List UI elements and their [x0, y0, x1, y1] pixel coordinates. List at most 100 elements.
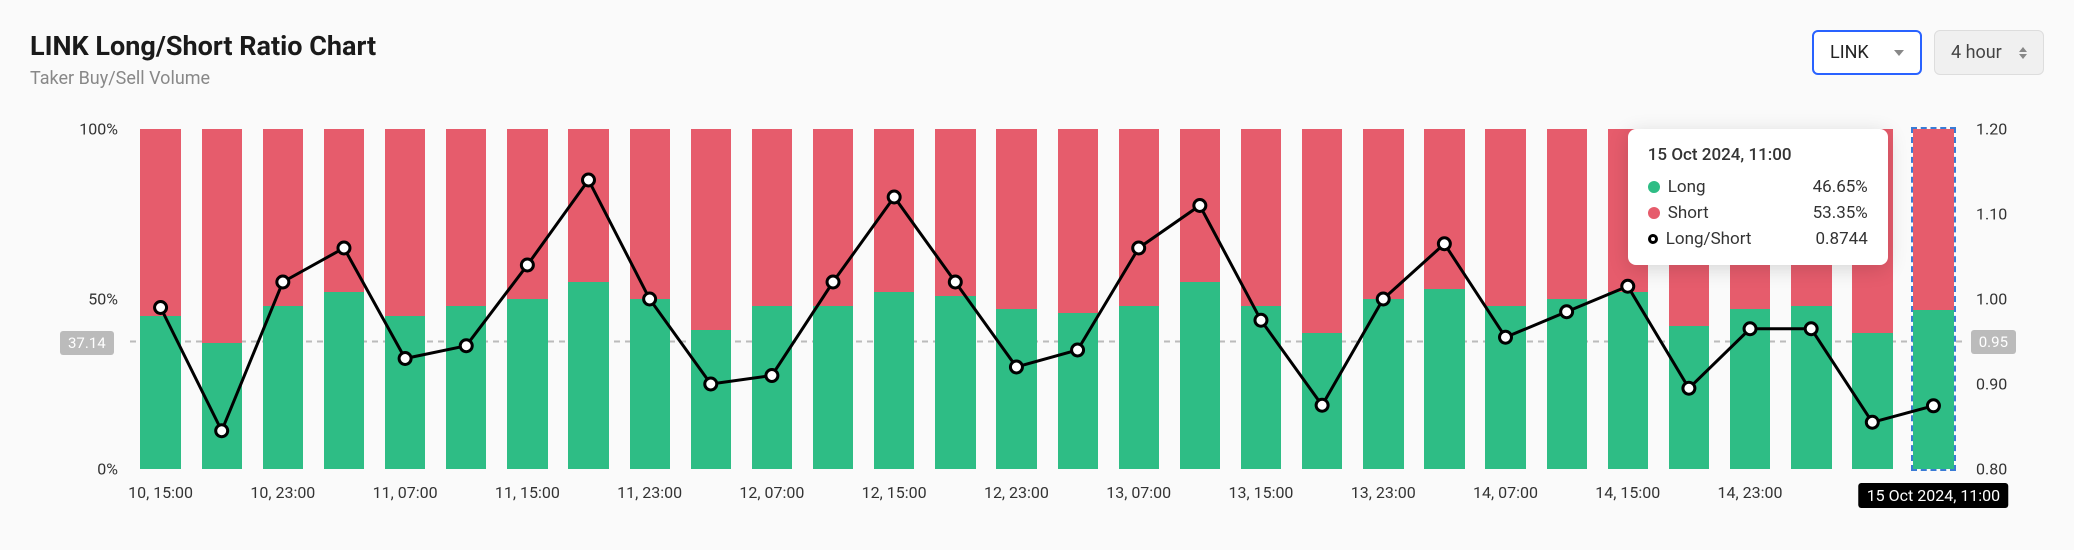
- bar-slot[interactable]: [436, 129, 497, 469]
- bar-short: [813, 129, 853, 306]
- interval-label: 4 hour: [1951, 42, 2002, 63]
- bar: [630, 129, 670, 469]
- symbol-dropdown[interactable]: LINK: [1812, 30, 1922, 75]
- bar-long: [1424, 289, 1464, 469]
- x-tick-highlight: 15 Oct 2024, 11:00: [1859, 483, 2008, 508]
- bar-long: [324, 292, 364, 469]
- bar-long: [1852, 333, 1892, 469]
- bar-slot[interactable]: [1353, 129, 1414, 469]
- bar: [1547, 129, 1587, 469]
- bar-slot[interactable]: [680, 129, 741, 469]
- x-axis: 10, 15:0010, 23:0011, 07:0011, 15:0011, …: [130, 477, 1964, 509]
- bar: [691, 129, 731, 469]
- x-tick: 14, 23:00: [1718, 483, 1783, 502]
- x-tick: 12, 15:00: [862, 483, 927, 502]
- bar-short: [1485, 129, 1525, 306]
- bar-short: [996, 129, 1036, 309]
- legend-dot: [1648, 234, 1658, 244]
- bar-short: [1180, 129, 1220, 282]
- bar-short: [630, 129, 670, 299]
- bar: [813, 129, 853, 469]
- bar-slot[interactable]: [1231, 129, 1292, 469]
- bar-long: [1669, 326, 1709, 469]
- bar-slot[interactable]: [375, 129, 436, 469]
- bar-slot[interactable]: [619, 129, 680, 469]
- bar-slot[interactable]: [1414, 129, 1475, 469]
- bar-slot[interactable]: [1108, 129, 1169, 469]
- bar-slot[interactable]: [1292, 129, 1353, 469]
- bar: [568, 129, 608, 469]
- bar-long: [935, 296, 975, 469]
- bar-long: [446, 306, 486, 469]
- bar: [1424, 129, 1464, 469]
- x-tick: 14, 07:00: [1473, 483, 1538, 502]
- bar: [1241, 129, 1281, 469]
- x-tick: 13, 23:00: [1351, 483, 1416, 502]
- bar: [874, 129, 914, 469]
- bar-short: [1363, 129, 1403, 299]
- bar-long: [630, 299, 670, 469]
- bar: [1180, 129, 1220, 469]
- bar-slot[interactable]: [1169, 129, 1230, 469]
- bar: [1302, 129, 1342, 469]
- bar-long: [1180, 282, 1220, 469]
- bar-slot[interactable]: [925, 129, 986, 469]
- bar-slot[interactable]: [741, 129, 802, 469]
- chart[interactable]: 0%50%100%37.14 0.800.901.001.101.200.95 …: [30, 129, 2044, 509]
- bar-short: [1119, 129, 1159, 306]
- bar-short: [202, 129, 242, 343]
- sort-icon: [2019, 47, 2027, 59]
- bar-slot[interactable]: [558, 129, 619, 469]
- bar-short: [1913, 129, 1953, 310]
- bar-short: [140, 129, 180, 316]
- bar-short: [324, 129, 364, 292]
- bar-long: [1791, 306, 1831, 469]
- bar-short: [446, 129, 486, 306]
- bar-slot[interactable]: [1047, 129, 1108, 469]
- bar-long: [1302, 333, 1342, 469]
- bar-long: [1363, 299, 1403, 469]
- bar: [385, 129, 425, 469]
- y-right-tick: 0.90: [1976, 375, 2007, 394]
- bar-short: [1302, 129, 1342, 333]
- bar-long: [1119, 306, 1159, 469]
- symbol-label: LINK: [1830, 42, 1869, 63]
- bar-long: [1241, 306, 1281, 469]
- bar-long: [691, 330, 731, 469]
- y-left-tick: 50%: [88, 290, 118, 309]
- bar-slot[interactable]: [252, 129, 313, 469]
- tooltip-key-label: Long/Short: [1666, 229, 1752, 249]
- bar-slot[interactable]: [313, 129, 374, 469]
- y-right-tick: 0.80: [1976, 460, 2007, 479]
- tooltip-value: 46.65%: [1813, 177, 1868, 197]
- tooltip-row: Long 46.65%: [1648, 177, 1868, 197]
- bar-short: [874, 129, 914, 292]
- bar-long: [507, 299, 547, 469]
- bar: [263, 129, 303, 469]
- bar-slot[interactable]: [1536, 129, 1597, 469]
- x-tick: 11, 23:00: [617, 483, 682, 502]
- bar-long: [1608, 292, 1648, 469]
- bar-slot[interactable]: [130, 129, 191, 469]
- bar-slot[interactable]: [986, 129, 1047, 469]
- bar-slot[interactable]: [864, 129, 925, 469]
- tooltip-key-label: Short: [1668, 203, 1709, 223]
- bar-long: [568, 282, 608, 469]
- bar: [202, 129, 242, 469]
- bar-slot[interactable]: [191, 129, 252, 469]
- y-right-tick: 1.00: [1976, 290, 2007, 309]
- interval-dropdown[interactable]: 4 hour: [1934, 30, 2044, 75]
- bar-slot[interactable]: [497, 129, 558, 469]
- y-left-tick: 100%: [79, 120, 118, 139]
- x-tick: 12, 23:00: [984, 483, 1049, 502]
- x-tick: 10, 23:00: [250, 483, 315, 502]
- y-right-tick: 1.10: [1976, 205, 2007, 224]
- bar-slot[interactable]: [1903, 129, 1964, 469]
- bar-long: [385, 316, 425, 469]
- bar: [1058, 129, 1098, 469]
- bar-slot[interactable]: [1475, 129, 1536, 469]
- x-tick: 10, 15:00: [128, 483, 193, 502]
- tooltip-key-label: Long: [1668, 177, 1706, 197]
- bar-slot[interactable]: [803, 129, 864, 469]
- bar-long: [1547, 299, 1587, 469]
